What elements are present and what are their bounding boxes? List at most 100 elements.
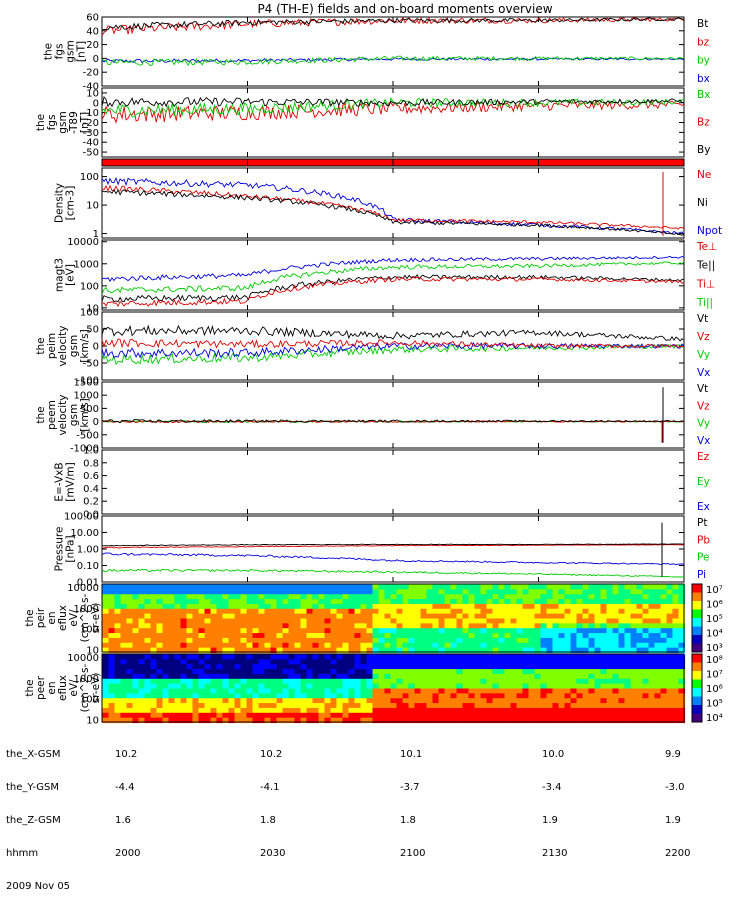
y-axis-label-line: [km/s] — [79, 329, 91, 363]
spectrogram-cell — [366, 688, 374, 694]
spectrogram-cell — [672, 647, 680, 654]
spectrogram-cell — [138, 628, 146, 634]
spectrogram-cell — [576, 717, 584, 724]
spectrogram-cell — [396, 584, 404, 590]
spectrogram-cell — [492, 683, 500, 690]
spectrogram-cell — [342, 707, 350, 714]
spectrogram-cell — [234, 623, 242, 629]
spectrogram-cell — [228, 683, 236, 690]
spectrogram-cell — [228, 637, 236, 644]
spectrogram-cell — [636, 608, 644, 615]
spectrogram-cell — [312, 669, 320, 675]
series-vt-e — [101, 419, 685, 424]
colorbar-frame — [691, 583, 703, 653]
y-axis-label-line: eflux — [57, 675, 69, 701]
spectrogram-cell — [216, 618, 224, 624]
spectrogram-cell — [372, 673, 380, 680]
spectrogram-cell — [384, 712, 392, 719]
spectrogram-cell — [672, 703, 680, 709]
spectrogram-cell — [240, 647, 248, 654]
spectrogram-cell — [486, 659, 494, 665]
spectrogram-cell — [210, 618, 218, 624]
y-axis-label-line: [mV/m] — [65, 462, 77, 501]
spectrogram-cell — [300, 618, 308, 624]
spectrogram-cell — [246, 589, 254, 595]
spectrogram-cell — [522, 659, 530, 665]
spectrogram-cell — [414, 599, 422, 605]
spectrogram-cell — [108, 683, 116, 690]
spectrogram-cell — [594, 642, 602, 649]
spectrogram-cell — [654, 633, 662, 639]
y-axis-label-line: the — [24, 609, 36, 626]
spectrogram-cell — [228, 623, 236, 629]
spectrogram-cell — [348, 664, 356, 670]
spectrogram-cell — [564, 664, 572, 670]
spectrogram-cell — [192, 703, 200, 709]
spectrogram-cell — [138, 712, 146, 719]
spectrogram-cell — [234, 683, 242, 690]
spectrogram-cell — [204, 717, 212, 724]
spectrogram-cell — [300, 633, 308, 639]
spectrogram-cell — [318, 717, 326, 724]
spectrogram-cell — [342, 647, 350, 654]
spectrogram-cell — [456, 703, 464, 709]
y-tick-label: 0 — [93, 54, 99, 65]
spectrogram-cell — [432, 618, 440, 624]
spectrogram-cell — [486, 654, 494, 660]
spectrogram-cell — [564, 669, 572, 675]
spectrogram-cell — [396, 712, 404, 719]
spectrogram-cell — [582, 594, 590, 600]
spectrogram-cell — [282, 669, 290, 675]
spectrogram-cell — [474, 599, 482, 605]
spectrogram-cell — [366, 712, 374, 719]
spectrogram-cell — [324, 703, 332, 709]
spectrogram-cell — [600, 589, 608, 595]
spectrogram-cell — [432, 647, 440, 654]
spectrogram-cell — [150, 623, 158, 629]
spectrogram-cell — [126, 654, 134, 660]
spectrogram-cell — [162, 698, 170, 704]
spectrogram-cell — [336, 623, 344, 629]
spectrogram-cell — [498, 633, 506, 639]
spectrogram-cell — [162, 693, 170, 699]
spectrogram-cell — [222, 599, 230, 605]
spectrogram-cell — [402, 603, 410, 610]
spectrogram-cell — [540, 654, 548, 660]
spectrogram-cell — [492, 613, 500, 620]
spectrogram-cell — [324, 673, 332, 680]
spectrogram-cell — [468, 688, 476, 694]
spectrogram-cell — [414, 712, 422, 719]
footer-val: 2030 — [260, 848, 286, 859]
spectrogram-cell — [408, 637, 416, 644]
spectrogram-cell — [420, 608, 428, 615]
spectrogram-cell — [414, 589, 422, 595]
spectrogram-cell — [402, 712, 410, 719]
spectrogram-cell — [234, 703, 242, 709]
spectrogram-cell — [510, 659, 518, 665]
spectrogram-cell — [162, 608, 170, 615]
spectrogram-cell — [594, 633, 602, 639]
spectrogram-cell — [390, 683, 398, 690]
spectrogram-cell — [294, 683, 302, 690]
spectrogram-cell — [234, 659, 242, 665]
spectrogram-cell — [438, 623, 446, 629]
colorbar-label: 10³ — [706, 643, 723, 654]
spectrogram-cell — [108, 659, 116, 665]
spectrogram-cell — [426, 707, 434, 714]
spectrogram-cell — [318, 628, 326, 634]
spectrogram-cell — [372, 589, 380, 595]
spectrogram-cell — [486, 613, 494, 620]
spectrogram-cell — [588, 659, 596, 665]
spectrogram-cell — [642, 589, 650, 595]
footer-val: -3.0 — [665, 782, 685, 793]
spectrogram-cell — [192, 717, 200, 724]
spectrogram-cell — [264, 659, 272, 665]
spectrogram-cell — [588, 664, 596, 670]
spectrogram-cell — [378, 669, 386, 675]
spectrogram-cell — [450, 613, 458, 620]
footer-val: 2100 — [400, 848, 426, 859]
spectrogram-cell — [570, 683, 578, 690]
spectrogram-cell — [576, 712, 584, 719]
spectrogram-cell — [252, 647, 260, 654]
spectrogram-cell — [462, 678, 470, 685]
